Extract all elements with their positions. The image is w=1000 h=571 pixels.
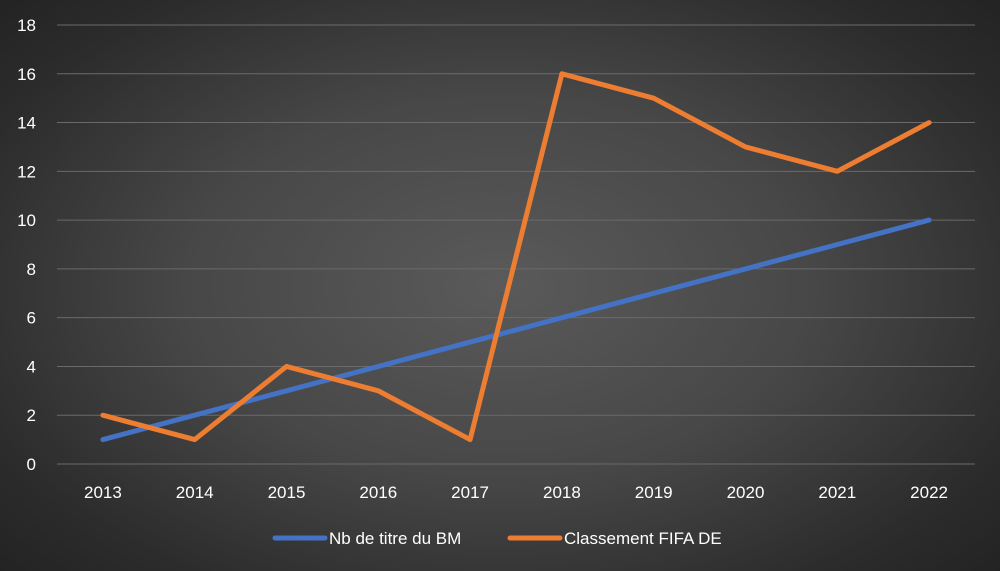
x-tick-label: 2021 bbox=[818, 483, 856, 502]
x-tick-label: 2013 bbox=[84, 483, 122, 502]
y-tick-label: 16 bbox=[17, 65, 36, 84]
x-tick-label: 2019 bbox=[635, 483, 673, 502]
y-tick-label: 8 bbox=[27, 260, 36, 279]
legend-label: Nb de titre du BM bbox=[329, 529, 461, 548]
x-tick-label: 2015 bbox=[268, 483, 306, 502]
x-tick-label: 2020 bbox=[727, 483, 765, 502]
legend-label: Classement FIFA DE bbox=[564, 529, 722, 548]
x-tick-label: 2017 bbox=[451, 483, 489, 502]
x-tick-label: 2014 bbox=[176, 483, 214, 502]
y-tick-label: 4 bbox=[27, 357, 36, 376]
y-tick-label: 12 bbox=[17, 162, 36, 181]
y-tick-label: 10 bbox=[17, 211, 36, 230]
y-tick-label: 18 bbox=[17, 16, 36, 35]
y-tick-label: 14 bbox=[17, 114, 36, 133]
x-tick-label: 2018 bbox=[543, 483, 581, 502]
series-line-2 bbox=[100, 71, 932, 443]
x-tick-label: 2022 bbox=[910, 483, 948, 502]
x-tick-label: 2016 bbox=[359, 483, 397, 502]
y-tick-label: 6 bbox=[27, 309, 36, 328]
y-tick-label: 2 bbox=[27, 406, 36, 425]
y-tick-label: 0 bbox=[27, 455, 36, 474]
